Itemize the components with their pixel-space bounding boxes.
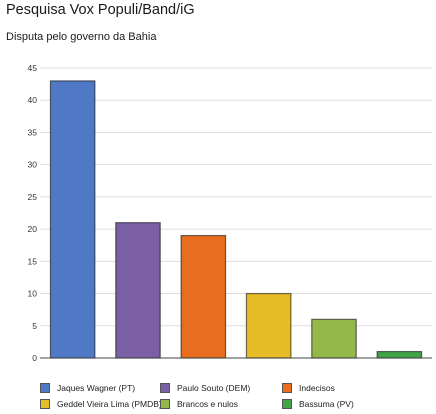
chart-grid: [40, 67, 432, 327]
y-tick-label: 25: [28, 192, 38, 202]
legend-item: Jaques Wagner (PT): [40, 383, 135, 393]
y-tick-label: 35: [28, 127, 38, 137]
y-tick-label: 0: [32, 353, 37, 363]
legend-item: Paulo Souto (DEM): [160, 383, 250, 393]
bar-0: [49, 80, 96, 359]
legend-swatch: [40, 399, 50, 409]
y-tick-label: 45: [28, 63, 38, 73]
legend-item: Geddel Vieira Lima (PMDB): [40, 399, 162, 409]
y-tick-label: 20: [28, 224, 38, 234]
legend-item: Brancos e nulos: [160, 399, 238, 409]
legend-label: Bassuma (PV): [299, 399, 354, 409]
y-tick-label: 5: [32, 321, 37, 331]
legend-swatch: [40, 383, 50, 393]
legend-swatch: [282, 399, 292, 409]
bar-chart: 0 5 10 15 20 25 30 35 40 45: [28, 63, 432, 363]
legend-label: Brancos e nulos: [177, 399, 238, 409]
legend-label: Paulo Souto (DEM): [177, 383, 251, 393]
legend-swatch: [282, 383, 292, 393]
y-tick-label: 40: [28, 95, 38, 105]
y-tick-label: 15: [28, 256, 38, 266]
legend-item: Bassuma (PV): [282, 399, 354, 409]
bar-4: [311, 318, 357, 359]
legend-label: Geddel Vieira Lima (PMDB): [57, 399, 162, 409]
bar-5: [376, 350, 423, 359]
legend-swatch: [160, 399, 170, 409]
legend-item: Indecisos: [282, 383, 335, 393]
chart-bars: [49, 80, 423, 359]
legend-label: Jaques Wagner (PT): [57, 383, 136, 393]
bar-2: [180, 234, 227, 359]
page-title: Pesquisa Vox Populi/Band/iG: [6, 2, 195, 18]
bar-3: [245, 292, 292, 359]
legend-swatch: [160, 383, 170, 393]
page-subtitle: Disputa pelo governo da Bahia: [6, 31, 157, 43]
y-tick-label: 30: [28, 160, 38, 170]
bar-1: [115, 222, 161, 359]
y-tick-label: 10: [28, 289, 38, 299]
y-axis-ticks: 0 5 10 15 20 25 30 35 40 45: [28, 63, 38, 363]
legend-label: Indecisos: [299, 383, 335, 393]
